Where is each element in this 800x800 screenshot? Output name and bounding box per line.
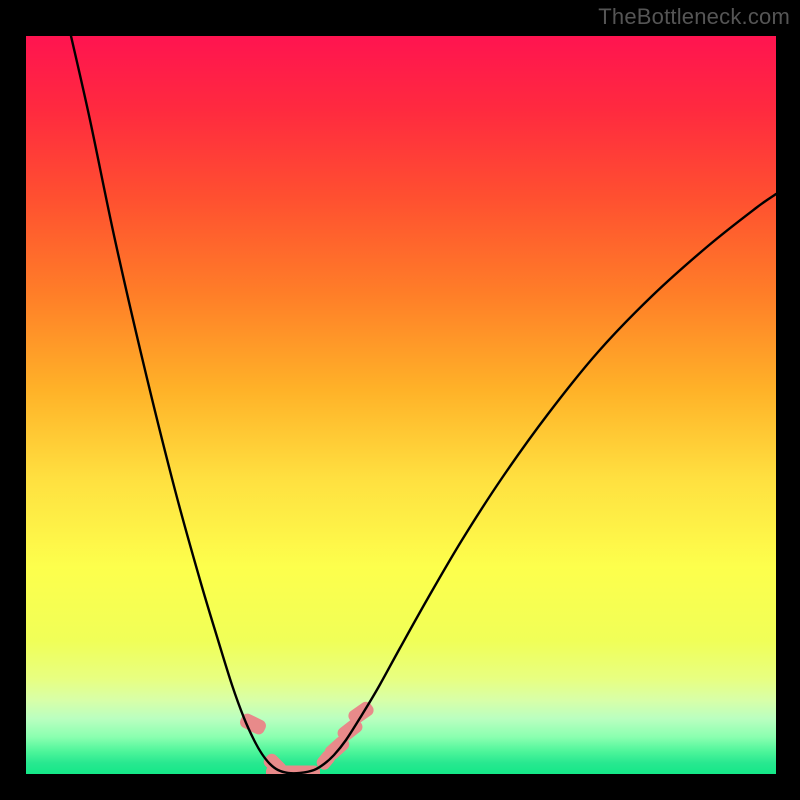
watermark-text: TheBottleneck.com [598,4,790,30]
bottleneck-chart [0,0,800,800]
plot-background [26,36,776,774]
